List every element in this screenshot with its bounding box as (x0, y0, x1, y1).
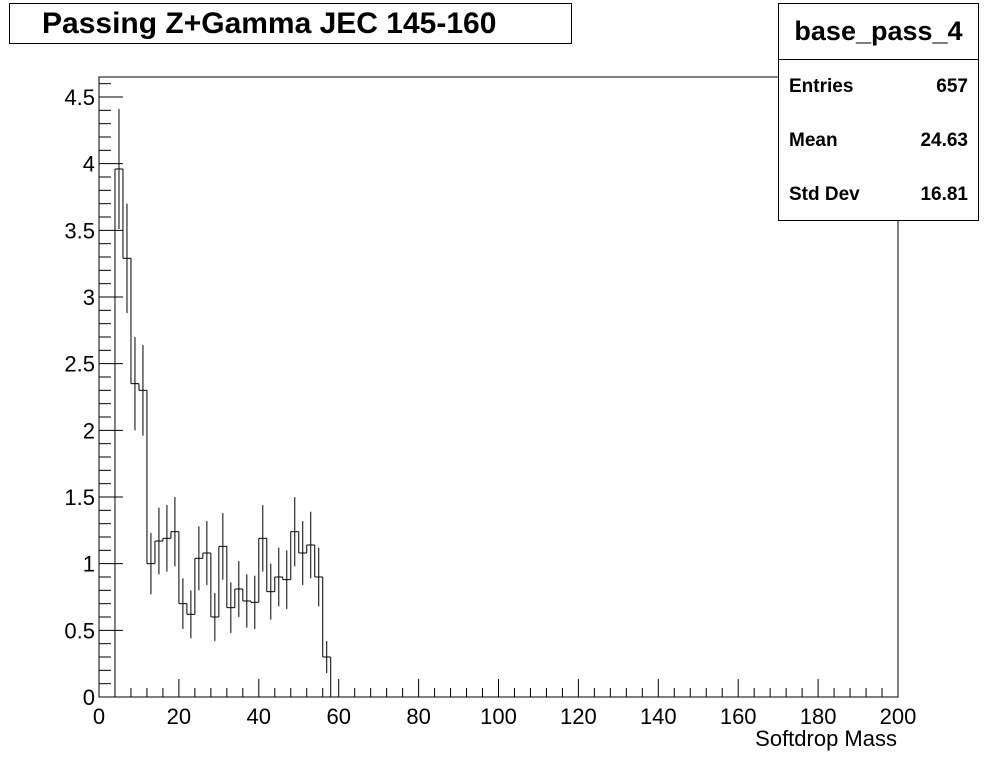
stats-std-row: Std Dev 16.81 (779, 168, 978, 222)
stats-histogram-name: base_pass_4 (779, 4, 978, 60)
x-tick-label: 40 (247, 704, 271, 729)
y-tick-label: 0.5 (64, 618, 95, 643)
x-axis-ticks (98, 679, 899, 697)
y-tick-label: 2.5 (64, 352, 95, 377)
stats-box: base_pass_4 Entries 657 Mean 24.63 Std D… (778, 3, 979, 221)
x-tick-label: 20 (167, 704, 191, 729)
stats-mean-value: 24.63 (920, 130, 968, 151)
stats-entries-value: 657 (936, 76, 968, 97)
stats-std-label: Std Dev (789, 184, 860, 205)
x-tick-label: 60 (326, 704, 350, 729)
y-tick-label: 3.5 (64, 218, 95, 243)
y-tick-label: 2 (83, 418, 95, 443)
y-axis-ticks (99, 83, 123, 698)
y-tick-label: 1 (83, 552, 95, 577)
histogram-bins (114, 168, 339, 698)
x-tick-label: 120 (560, 704, 597, 729)
y-axis-tick-labels: 0 0.5 1 1.5 2 2.5 3 3.5 4 4.5 (64, 85, 95, 710)
chart-title: Passing Z+Gamma JEC 145-160 (9, 3, 572, 44)
x-axis-tick-labels: 0 20 40 60 80 100 120 140 160 180 200 (93, 704, 916, 729)
stats-std-value: 16.81 (920, 184, 968, 205)
x-tick-label: 0 (93, 704, 105, 729)
x-axis-title: Softdrop Mass (755, 726, 897, 751)
x-tick-label: 200 (880, 704, 917, 729)
y-tick-label: 4.5 (64, 85, 95, 110)
stats-mean-row: Mean 24.63 (779, 114, 978, 168)
stats-entries-label: Entries (789, 76, 854, 97)
x-tick-label: 100 (480, 704, 517, 729)
y-tick-label: 4 (83, 152, 95, 177)
stats-entries-row: Entries 657 (779, 60, 978, 114)
y-tick-label: 3 (83, 285, 95, 310)
y-tick-label: 0 (83, 685, 95, 710)
histogram-error-bars (118, 109, 328, 673)
x-tick-label: 80 (406, 704, 430, 729)
x-tick-label: 160 (720, 704, 757, 729)
x-tick-label: 180 (800, 704, 837, 729)
y-tick-label: 1.5 (64, 485, 95, 510)
x-tick-label: 140 (640, 704, 677, 729)
stats-mean-label: Mean (789, 130, 838, 151)
